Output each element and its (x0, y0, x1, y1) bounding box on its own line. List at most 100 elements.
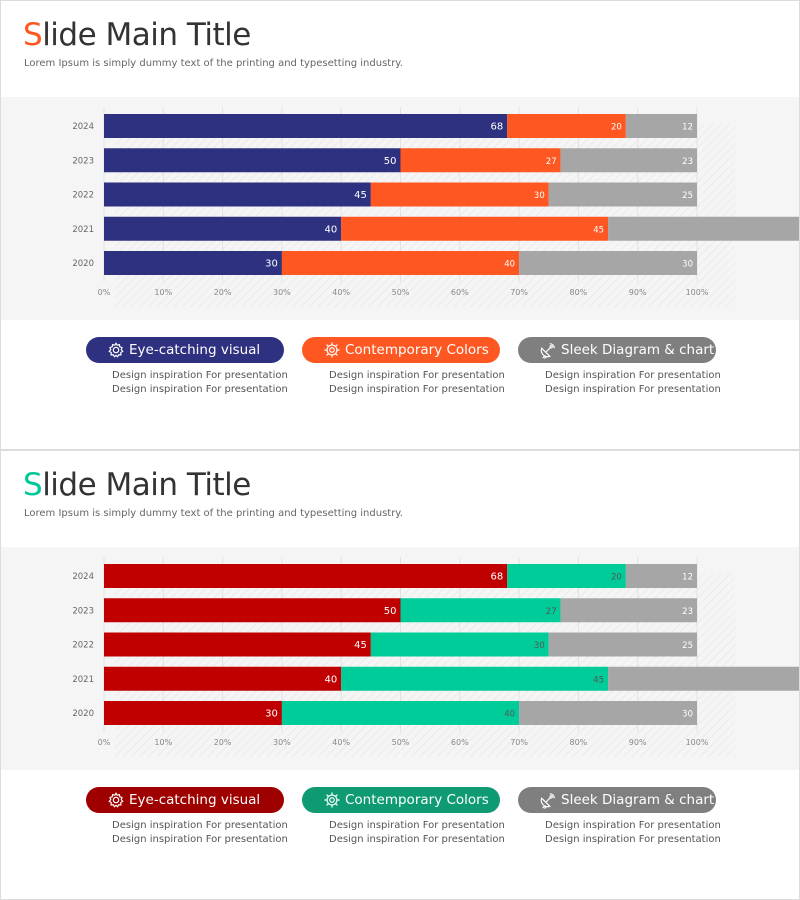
data-label: 40 (324, 674, 337, 685)
data-label: 30 (534, 191, 545, 201)
bar-segment (519, 701, 697, 725)
slide-subtitle: Lorem Ipsum is simply dummy text of the … (24, 508, 403, 519)
feature-description: Design inspiration For presentation Desig… (112, 819, 292, 847)
feature-pill-eye-catching[interactable]: Eye-catching visual (86, 787, 284, 813)
slide-subtitle: Lorem Ipsum is simply dummy text of the … (24, 58, 403, 69)
data-label: 40 (504, 260, 515, 270)
bar-segment (560, 598, 697, 623)
slide-title: Slide Main Title (23, 467, 251, 503)
bar-segment (104, 564, 508, 588)
title-accent-letter: S (23, 467, 43, 503)
description-line: Design inspiration For presentation (112, 820, 288, 831)
bar-segment (104, 598, 401, 623)
bar-segment (548, 182, 697, 207)
x-tick-label: 30% (273, 738, 291, 747)
feature-pill-label: Eye-catching visual (129, 342, 261, 358)
bar-segment (608, 216, 799, 241)
bar-segment (104, 216, 342, 241)
bar-segment (104, 666, 342, 691)
x-tick-label: 80% (570, 288, 588, 297)
x-tick-label: 90% (629, 288, 647, 297)
data-label: 27 (546, 607, 557, 617)
y-category-label: 2022 (72, 641, 94, 651)
data-label: 68 (491, 572, 504, 583)
description-line: Design inspiration For presentation (545, 834, 721, 845)
description-line: Design inspiration For presentation (112, 370, 288, 381)
bar-segment (104, 701, 282, 725)
bar-segment (104, 182, 371, 207)
x-tick-label: 50% (392, 738, 410, 747)
description-line: Design inspiration For presentation (545, 384, 721, 395)
y-category-label: 2020 (72, 259, 94, 269)
slide-2: Slide Main Title Lorem Ipsum is simply d… (0, 450, 800, 900)
feature-pill-label: Sleek Diagram & chart (561, 792, 715, 808)
x-tick-label: 90% (629, 738, 647, 747)
bar-segment (281, 251, 520, 275)
feature-description: Design inspiration For presentation Desig… (545, 369, 725, 397)
feature-pill-eye-catching[interactable]: Eye-catching visual (86, 337, 284, 363)
y-category-label: 2020 (72, 709, 94, 719)
description-line: Design inspiration For presentation (329, 834, 505, 845)
bar-segment (104, 251, 282, 275)
x-tick-label: 70% (510, 738, 528, 747)
feature-pill-label: Sleek Diagram & chart (561, 342, 715, 358)
bar-segment (507, 114, 626, 138)
bar-segment (370, 182, 549, 207)
y-category-label: 2021 (72, 675, 94, 685)
bar-segment (281, 701, 520, 725)
title-accent-letter: S (23, 17, 43, 53)
data-label: 68 (491, 122, 504, 133)
feature-description: Design inspiration For presentation Desig… (112, 369, 292, 397)
bar-segment (560, 148, 697, 173)
bar-segment (400, 148, 561, 173)
slide-title: Slide Main Title (23, 17, 251, 53)
y-category-label: 2024 (72, 572, 94, 582)
feature-pill-contemporary-colors[interactable]: Contemporary Colors (302, 337, 500, 363)
x-tick-label: 60% (451, 288, 469, 297)
feature-pill-sleek-diagram[interactable]: Sleek Diagram & chart (518, 337, 716, 363)
y-category-label: 2023 (72, 156, 94, 166)
bar-segment (625, 564, 697, 588)
x-tick-label: 60% (451, 738, 469, 747)
x-tick-label: 0% (98, 288, 111, 297)
x-tick-label: 10% (154, 288, 172, 297)
data-label: 45 (593, 675, 604, 685)
x-tick-label: 20% (214, 738, 232, 747)
description-line: Design inspiration For presentation (329, 384, 505, 395)
slide-1: Slide Main Title Lorem Ipsum is simply d… (0, 0, 800, 450)
feature-description: Design inspiration For presentation Desig… (329, 369, 509, 397)
data-label: 45 (354, 640, 367, 651)
gear-icon (106, 340, 126, 360)
bar-segment (370, 632, 549, 657)
data-label: 40 (324, 224, 337, 235)
bar-segment (548, 632, 697, 657)
x-tick-label: 30% (273, 288, 291, 297)
stacked-bar-chart: 0% 10% 20% 30% 40% 50% 60% 70% 80% 90% 100% 2024 68 2… (72, 107, 799, 307)
feature-pill-sleek-diagram[interactable]: Sleek Diagram & chart (518, 787, 716, 813)
data-label: 20 (611, 123, 622, 133)
data-label: 30 (682, 260, 693, 270)
cog-wheel-icon (322, 340, 342, 360)
x-tick-label: 40% (332, 288, 350, 297)
feature-pill-label: Eye-catching visual (129, 792, 261, 808)
feature-pill-contemporary-colors[interactable]: Contemporary Colors (302, 787, 500, 813)
y-category-label: 2024 (72, 122, 94, 132)
satellite-dish-icon (538, 790, 558, 810)
bar-segment (519, 251, 697, 275)
data-label: 50 (384, 606, 397, 617)
bar-segment (625, 114, 697, 138)
x-tick-label: 20% (214, 288, 232, 297)
data-label: 30 (534, 641, 545, 651)
satellite-dish-icon (538, 340, 558, 360)
feature-description: Design inspiration For presentation Desig… (545, 819, 725, 847)
data-label: 30 (265, 709, 278, 720)
y-category-label: 2022 (72, 191, 94, 201)
gear-icon (106, 790, 126, 810)
data-label: 40 (504, 710, 515, 720)
data-label: 25 (682, 641, 693, 651)
feature-pill-label: Contemporary Colors (345, 342, 489, 358)
x-tick-label: 50% (392, 288, 410, 297)
data-label: 23 (682, 607, 693, 617)
bar-segment (104, 632, 371, 657)
y-category-label: 2021 (72, 225, 94, 235)
